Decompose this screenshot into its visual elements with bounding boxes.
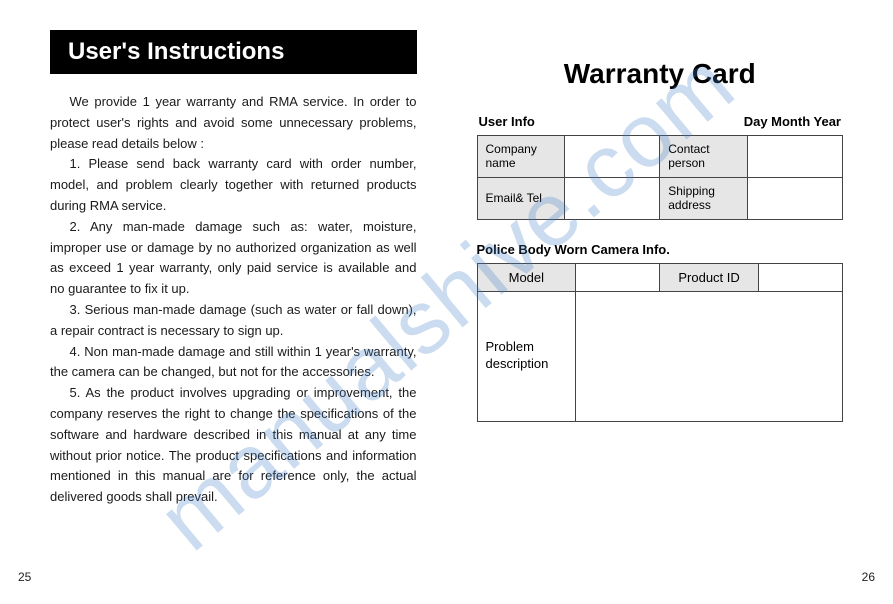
instruction-item-5: 5. As the product involves upgrading or … — [50, 383, 417, 508]
intro-paragraph: We provide 1 year warranty and RMA servi… — [50, 92, 417, 154]
camera-info-table: Model Product ID Problem description — [477, 263, 844, 422]
right-page-number: 26 — [862, 570, 875, 584]
problem-description-field[interactable] — [576, 291, 843, 421]
table-row: Problem description — [477, 291, 843, 421]
company-name-field[interactable] — [565, 136, 660, 178]
model-field[interactable] — [576, 263, 660, 291]
user-info-label: User Info — [479, 114, 535, 129]
shipping-address-field[interactable] — [747, 177, 842, 219]
instructions-banner: User's Instructions — [50, 30, 417, 74]
left-page-number: 25 — [18, 570, 31, 584]
date-label: Day Month Year — [744, 114, 841, 129]
left-page: User's Instructions We provide 1 year wa… — [0, 0, 447, 604]
email-tel-label: Email& Tel — [477, 177, 565, 219]
contact-person-field[interactable] — [747, 136, 842, 178]
instruction-item-1: 1. Please send back warranty card with o… — [50, 154, 417, 216]
page-spread: User's Instructions We provide 1 year wa… — [0, 0, 893, 604]
email-tel-field[interactable] — [565, 177, 660, 219]
user-info-table: Company name Contact person Email& Tel S… — [477, 135, 844, 220]
table-row: Email& Tel Shipping address — [477, 177, 843, 219]
company-name-label: Company name — [477, 136, 565, 178]
camera-info-section-label: Police Body Worn Camera Info. — [477, 242, 844, 257]
problem-description-label: Problem description — [477, 291, 576, 421]
user-info-header-row: User Info Day Month Year — [477, 114, 844, 129]
instruction-item-2: 2. Any man-made damage such as: water, m… — [50, 217, 417, 300]
product-id-field[interactable] — [758, 263, 842, 291]
instructions-body: We provide 1 year warranty and RMA servi… — [50, 92, 417, 508]
instruction-item-4: 4. Non man-made damage and still within … — [50, 342, 417, 384]
instruction-item-3: 3. Serious man-made damage (such as wate… — [50, 300, 417, 342]
product-id-label: Product ID — [660, 263, 759, 291]
table-row: Model Product ID — [477, 263, 843, 291]
table-row: Company name Contact person — [477, 136, 843, 178]
warranty-card-title: Warranty Card — [477, 58, 844, 90]
shipping-address-label: Shipping address — [660, 177, 748, 219]
contact-person-label: Contact person — [660, 136, 748, 178]
right-page: Warranty Card User Info Day Month Year C… — [447, 0, 893, 604]
model-label: Model — [477, 263, 576, 291]
